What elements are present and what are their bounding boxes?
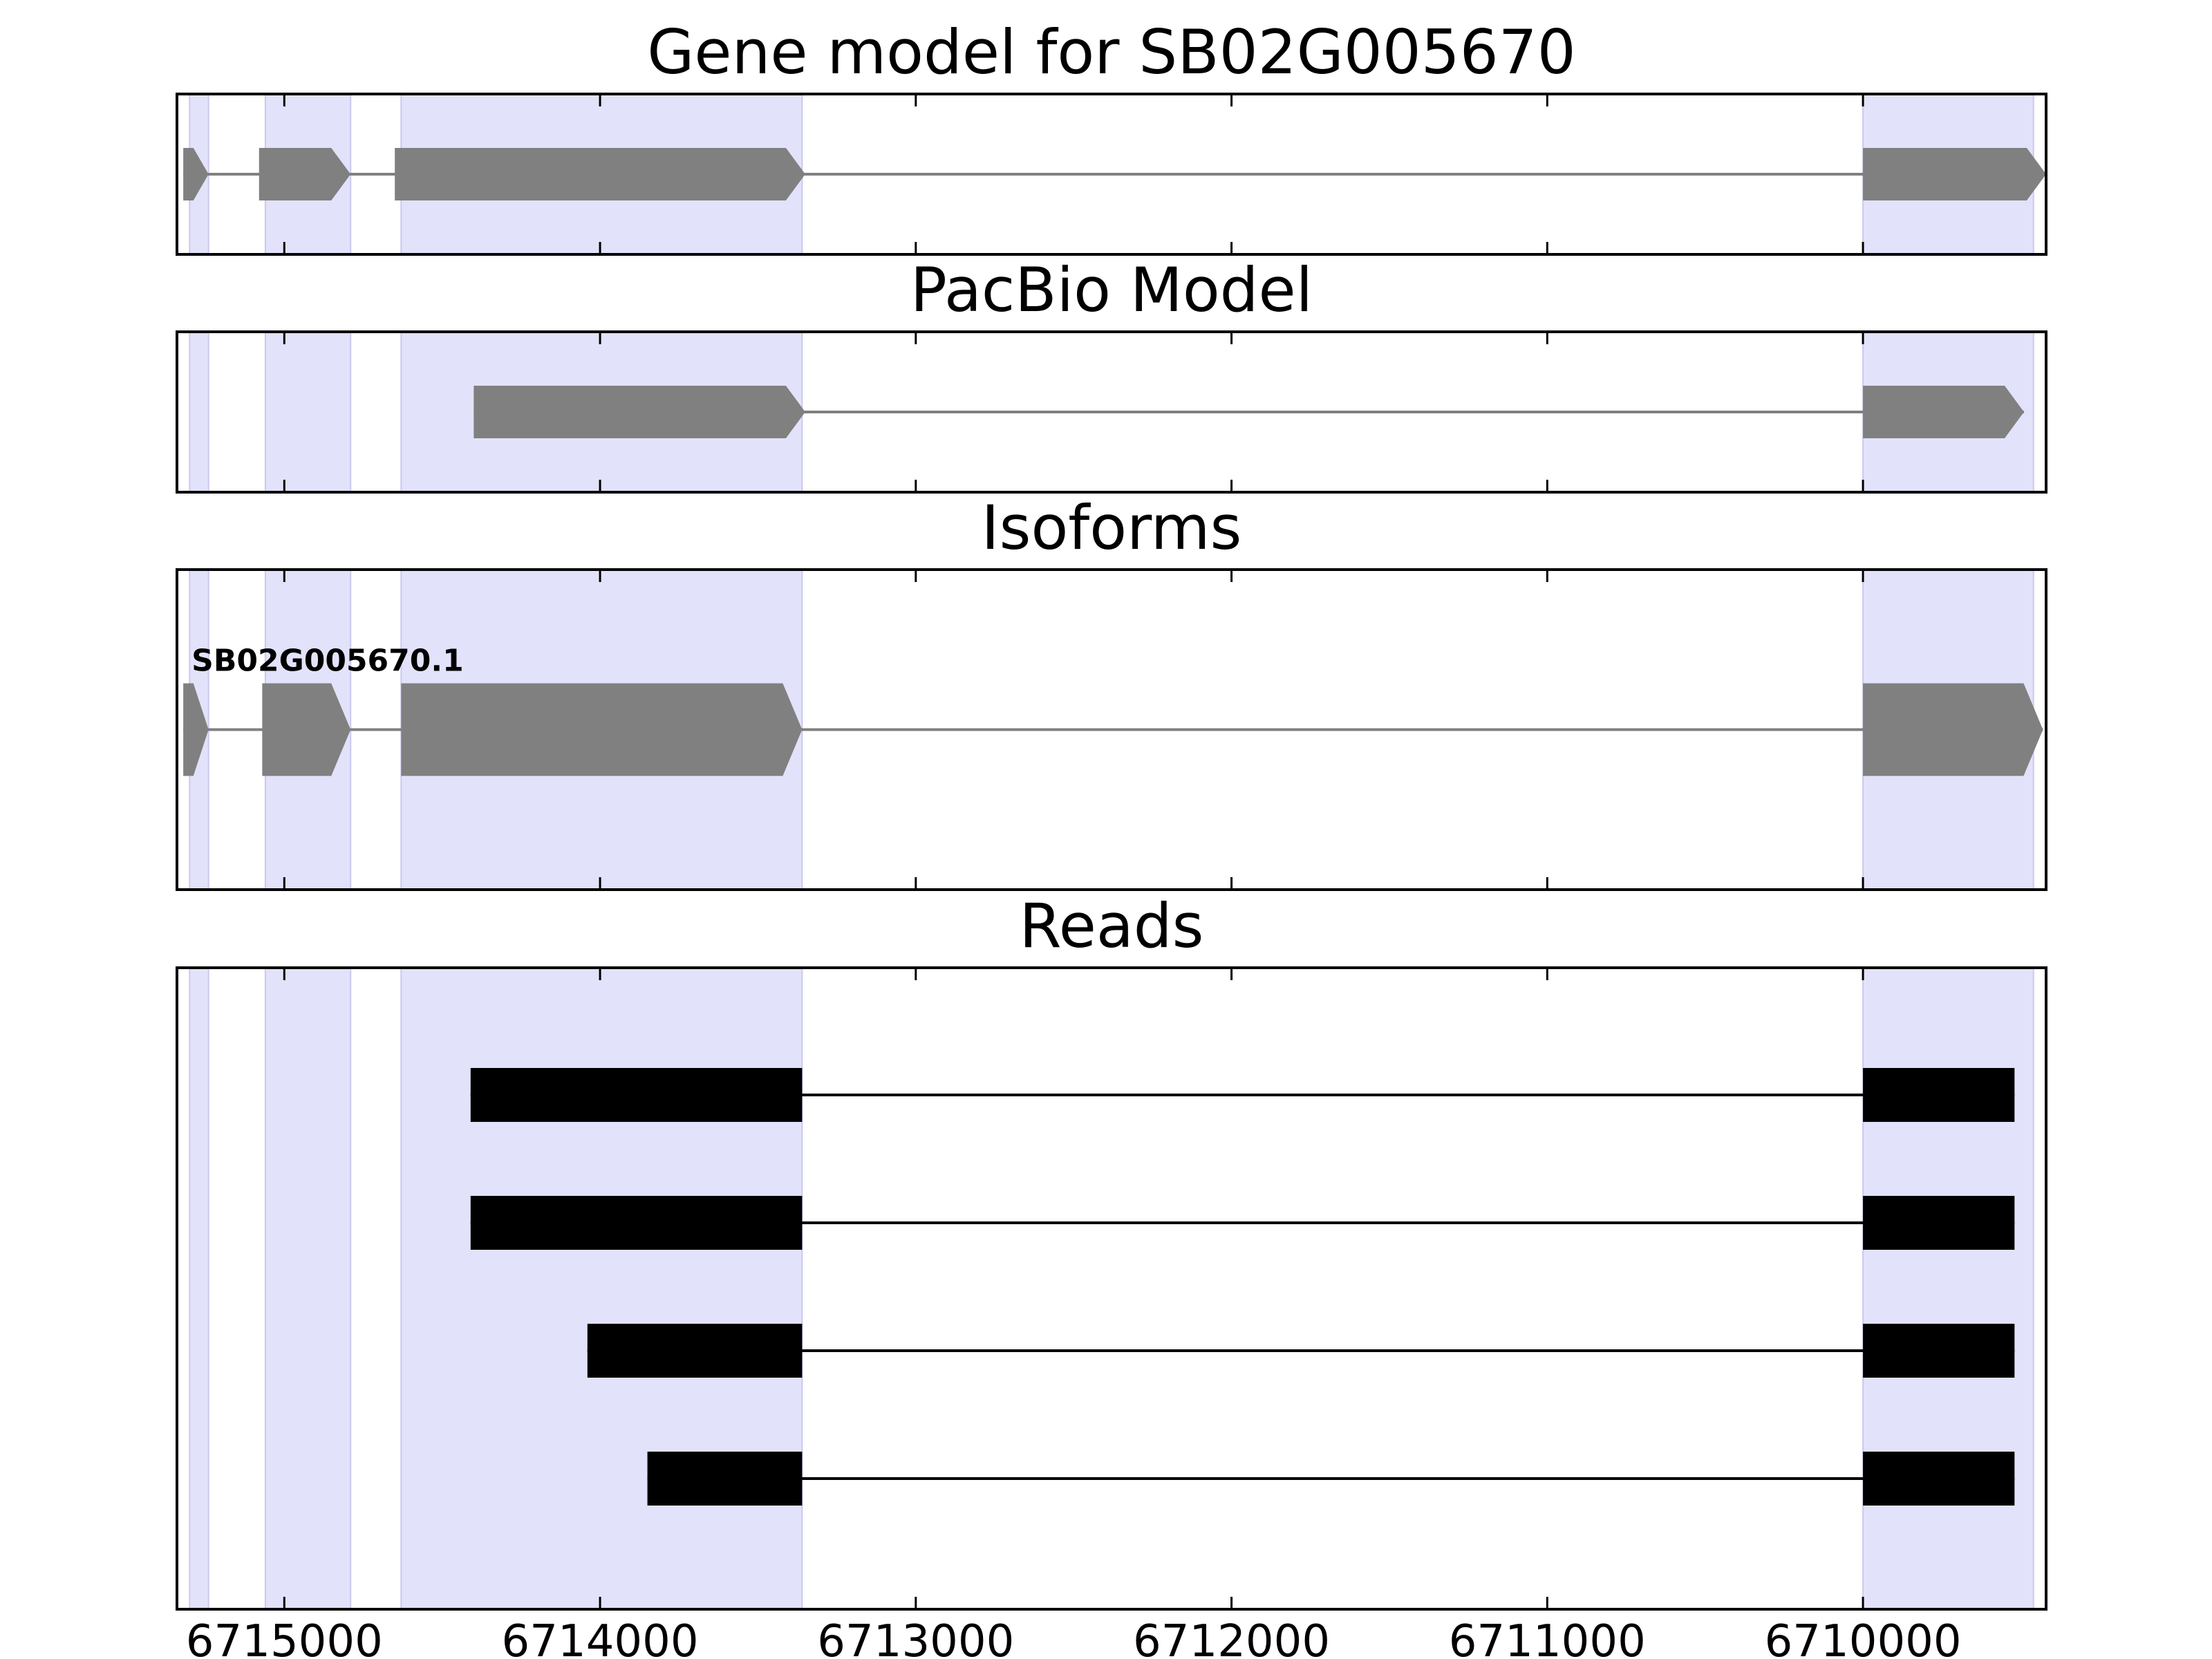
exon-arrow [262,683,351,776]
panel-gene-2: SB02G005670.1 Isoforms [176,492,2047,891]
x-tick-label: 6713000 [817,1616,1014,1659]
exon-arrow [1863,148,2046,200]
x-tick-label: 6715000 [186,1616,383,1659]
panel-title: Isoforms [982,492,1242,563]
highlight-region [189,967,209,1610]
panel-frame [176,330,2047,494]
read-exon-block [1863,1068,2015,1122]
highlight-region [264,331,352,493]
x-tick-label: 6710000 [1765,1616,1962,1659]
read-exon-block [647,1452,803,1506]
read-exon-block [1863,1324,2015,1378]
isoform-label: SB02G005670.1 [191,644,464,679]
exon-arrow [401,683,803,776]
highlight-region [264,967,352,1610]
panel-gene-0: Gene model for SB02G005670 [176,17,2047,256]
exon-arrow [183,148,209,200]
read-exon-block [470,1196,803,1250]
read-exon-block [1863,1196,2015,1250]
x-tick-label: 6712000 [1133,1616,1330,1659]
panel-title: Gene model for SB02G005670 [647,17,1576,88]
panel-title: PacBio Model [910,254,1313,326]
exon-arrow [259,148,351,200]
exon-arrow [1863,386,2025,438]
x-tick-label: 6711000 [1449,1616,1646,1659]
read-exon-block [470,1068,803,1122]
highlight-region [400,967,803,1610]
exon-arrow [474,386,805,438]
exon-arrow [183,683,209,776]
panel-gene-1: PacBio Model [176,254,2047,494]
highlight-region [1862,967,2034,1610]
panel-frame [176,966,2047,1611]
panel-reads-3: Reads [176,890,2047,1611]
highlight-region [189,331,209,493]
panel-frame [176,93,2047,256]
exon-arrow [1863,683,2043,776]
exon-arrow [395,148,805,200]
read-exon-block [1863,1452,2015,1506]
panel-frame [176,568,2047,891]
panel-title: Reads [1020,890,1204,962]
x-tick-label: 6714000 [502,1616,699,1659]
read-exon-block [587,1324,803,1378]
